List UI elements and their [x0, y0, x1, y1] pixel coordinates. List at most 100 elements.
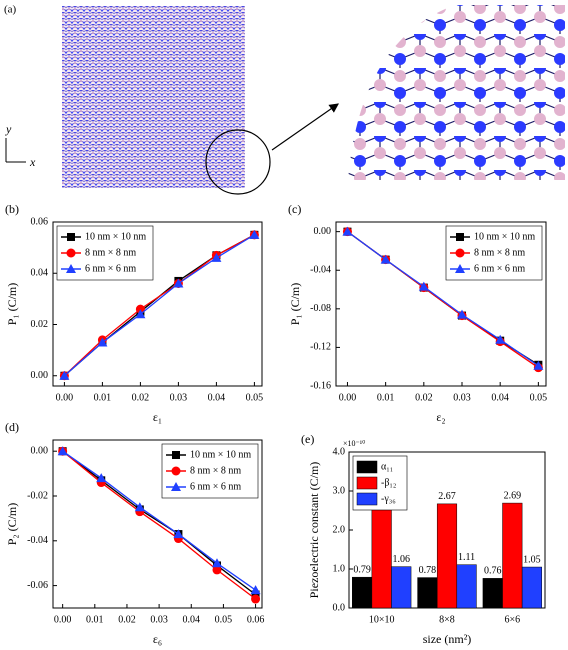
x-tick-label: 0.04	[208, 392, 226, 403]
marker	[97, 337, 108, 347]
y-axis-label: Piezoelectric constant (C/m)	[307, 462, 321, 599]
y-tick-label: 0.06	[31, 216, 49, 227]
y-tick-label: 0.00	[31, 370, 49, 381]
y-tick-label: 2.0	[333, 524, 346, 535]
marker	[59, 370, 70, 380]
marker	[249, 229, 260, 239]
panel-label: (d)	[5, 420, 19, 434]
plot-frame	[335, 221, 547, 387]
value-label: 2.67	[438, 491, 456, 502]
panel-label: (a)	[4, 4, 17, 16]
legend-label: 6 nm × 6 nm	[190, 481, 241, 492]
x-tick-label: 0.02	[118, 614, 136, 625]
lattice-image	[62, 6, 245, 188]
bar	[391, 566, 412, 609]
marker	[173, 529, 184, 539]
marker	[533, 360, 544, 370]
marker	[380, 254, 391, 264]
y-tick-label: 0.00	[31, 445, 49, 456]
y-tick-label: 0.00	[314, 226, 332, 237]
x-tick-label: 0.04	[183, 614, 201, 625]
panel-label: (b)	[5, 202, 19, 216]
legend-swatch	[356, 460, 378, 474]
marker	[456, 233, 464, 241]
x-tick-label: 0.05	[246, 392, 264, 403]
marker	[66, 264, 76, 273]
legend-label: 8 nm × 8 nm	[190, 465, 241, 476]
value-label: 1.11	[458, 552, 475, 563]
legend-label: 6 nm × 6 nm	[474, 263, 525, 274]
x-tick-label: 0.03	[170, 392, 188, 403]
marker	[134, 502, 145, 512]
legend-label: -γ₃₆	[381, 493, 396, 504]
marker	[250, 585, 261, 595]
y-tick-label: 0.02	[31, 319, 49, 330]
legend-label: α₁₁	[381, 461, 393, 472]
y-tick-label: -0.16	[310, 380, 331, 391]
axis-letter: x	[29, 155, 36, 169]
marker	[251, 594, 261, 604]
x-tick-label: 0.02	[415, 392, 433, 403]
panel-label: (c)	[288, 202, 301, 216]
y-axis-label: P₁ (C/m)	[5, 283, 19, 326]
bar	[482, 578, 503, 609]
y-axis-label: P₂ (C/m)	[5, 503, 19, 546]
y-axis-label: P₁ (C/m)	[288, 283, 302, 326]
x-tick-label: 0.03	[453, 392, 471, 403]
marker	[495, 334, 506, 344]
series-line	[347, 231, 539, 367]
marker	[135, 304, 145, 314]
marker	[66, 248, 76, 258]
marker	[172, 451, 180, 459]
marker	[342, 226, 353, 236]
zoom-arrow	[271, 103, 339, 151]
series-line	[62, 450, 256, 600]
panel-label: (e)	[301, 432, 314, 446]
series-line	[63, 234, 255, 377]
marker	[96, 473, 107, 483]
zoom-circle	[205, 129, 271, 195]
marker	[212, 565, 222, 575]
y-tick-label: 1.0	[333, 563, 346, 574]
series-line	[62, 450, 256, 596]
marker	[457, 309, 467, 319]
x-tick-label: 0.03	[150, 614, 168, 625]
bar	[502, 502, 523, 609]
x-tick-label: 6×6	[505, 614, 521, 625]
x-tick-label: 0.00	[339, 392, 357, 403]
x-tick-label: 0.01	[377, 392, 395, 403]
legend-label: 10 nm × 10 nm	[190, 449, 251, 460]
y-tick-label: 4.0	[333, 446, 346, 457]
x-tick-label: 0.02	[132, 392, 150, 403]
y-tick-label: -0.06	[27, 580, 48, 591]
x-tick-label: 10×10	[369, 614, 395, 625]
legend-label: 8 nm × 8 nm	[474, 247, 525, 258]
y-tick-label: -0.02	[27, 490, 48, 501]
value-label: 0.76	[484, 566, 502, 577]
y-tick-label: 3.0	[333, 485, 346, 496]
axis-letter: y	[5, 122, 12, 136]
marker	[171, 482, 181, 491]
x-axis-label: ε₁	[153, 410, 162, 424]
series-line	[62, 450, 256, 591]
x-tick-label: 0.06	[247, 614, 265, 625]
x-tick-label: 0.05	[530, 392, 548, 403]
value-label: 1.06	[393, 554, 411, 565]
plot-frame	[52, 221, 263, 387]
value-label: 2.69	[504, 490, 522, 501]
marker	[455, 248, 465, 258]
x-tick-label: 0.01	[94, 392, 112, 403]
x-tick-label: 8×8	[439, 614, 455, 625]
plot-frame	[52, 439, 263, 609]
bar	[436, 503, 458, 609]
marker	[57, 446, 68, 456]
x-tick-label: 0.00	[56, 392, 74, 403]
legend-label: 8 nm × 8 nm	[85, 247, 136, 258]
value-label: 0.79	[353, 564, 371, 575]
bar	[352, 576, 373, 609]
x-tick-label: 0.04	[491, 392, 509, 403]
marker	[211, 558, 222, 568]
legend-label: 6 nm × 6 nm	[85, 263, 136, 274]
y-tick-label: -0.04	[27, 535, 48, 546]
